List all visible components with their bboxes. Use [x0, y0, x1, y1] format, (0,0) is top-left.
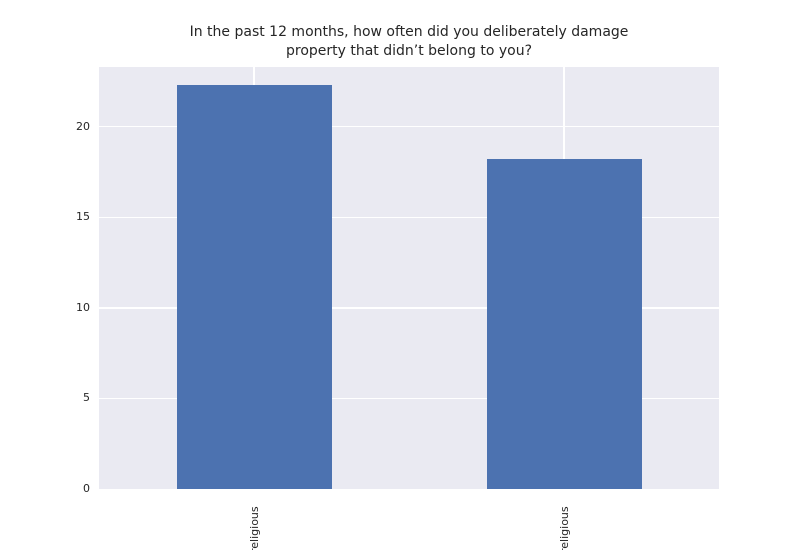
plot-area: [99, 67, 719, 489]
y-tick-label-5: 5: [83, 391, 90, 405]
bar-0: [176, 85, 332, 489]
gridline-h-20: [99, 126, 719, 128]
gridline-h-15: [99, 216, 719, 219]
gridline-h-10: [99, 307, 719, 309]
chart-title-line-2: property that didn’t belong to you?: [285, 43, 532, 59]
y-tick-label-10: 10: [76, 300, 90, 314]
gridline-h-5: [99, 397, 719, 400]
y-tick-label-20: 20: [76, 119, 90, 133]
x-tick-label-0: religious: [247, 506, 261, 550]
y-tick-label-15: 15: [76, 210, 90, 224]
chart-title-line-1: In the past 12 months, how often did you…: [189, 24, 629, 40]
y-tick-label-0: 0: [83, 482, 90, 495]
bar-1: [486, 159, 642, 489]
chart-title: In the past 12 months, how often did you…: [99, 23, 719, 61]
x-tick-label-1: religious: [557, 506, 571, 550]
